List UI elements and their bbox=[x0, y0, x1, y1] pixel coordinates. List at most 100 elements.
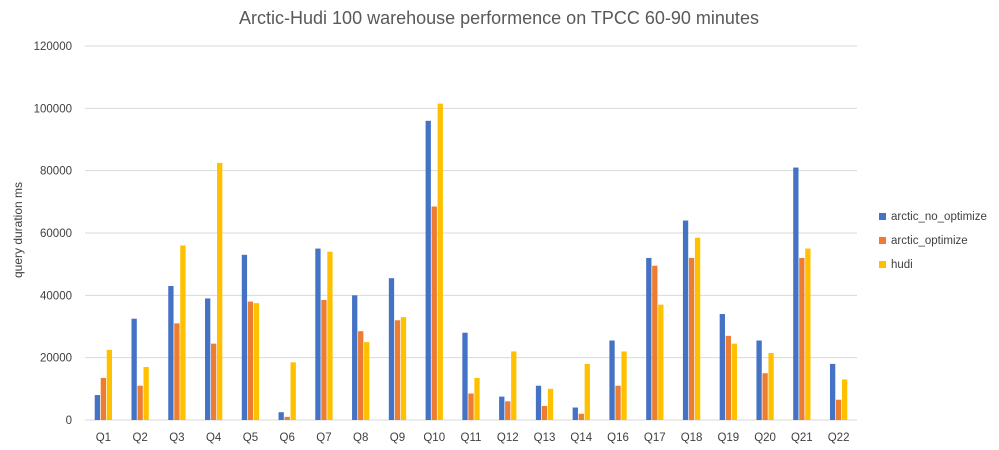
bar-hudi-Q6 bbox=[290, 362, 296, 420]
bar-hudi-Q17 bbox=[658, 304, 664, 420]
bar-arctic_optimize-Q3 bbox=[174, 323, 180, 420]
x-tick-labels: Q1 Q2 Q3 Q4 Q5 Q6 Q7 Q8 Q9 Q10 Q11 Q12 Q13 Q14 Q16 Q17 Q… bbox=[96, 432, 850, 444]
bar-arctic_no_optimize-Q9 bbox=[388, 278, 395, 420]
bar-arctic_optimize-Q20 bbox=[762, 373, 768, 420]
bar-hudi-Q21 bbox=[805, 248, 811, 420]
bar-arctic_optimize-Q2 bbox=[137, 385, 143, 420]
bar-hudi-Q8 bbox=[364, 342, 370, 420]
chart-title: Arctic-Hudi 100 warehouse performence on… bbox=[239, 8, 759, 28]
bar-arctic_no_optimize-Q17 bbox=[646, 257, 652, 420]
bar-arctic_optimize-Q14 bbox=[578, 413, 584, 420]
x-tick-label: Q10 bbox=[423, 432, 445, 444]
bar-arctic_no_optimize-Q18 bbox=[682, 220, 689, 420]
legend-swatch-arctic_optimize bbox=[879, 237, 886, 244]
bar-arctic_no_optimize-Q16 bbox=[609, 340, 615, 420]
legend-label: arctic_no_optimize bbox=[891, 211, 987, 223]
bar-hudi-Q7 bbox=[327, 251, 333, 420]
x-tick-label: Q4 bbox=[206, 432, 222, 444]
bar-arctic_optimize-Q4 bbox=[211, 343, 217, 420]
bar-arctic_no_optimize-Q14 bbox=[572, 407, 578, 420]
y-tick-label: 40000 bbox=[40, 290, 72, 302]
bar-hudi-Q9 bbox=[400, 317, 407, 420]
bar-hudi-Q22 bbox=[841, 379, 848, 420]
bar-arctic_no_optimize-Q8 bbox=[352, 295, 358, 420]
bar-arctic_optimize-Q21 bbox=[799, 257, 805, 420]
bar-arctic_optimize-Q9 bbox=[394, 320, 401, 420]
bar-arctic_optimize-Q17 bbox=[652, 265, 658, 420]
bar-arctic_no_optimize-Q6 bbox=[278, 412, 284, 420]
bar-hudi-Q20 bbox=[768, 352, 774, 420]
gridlines bbox=[85, 45, 857, 421]
x-tick-label: Q5 bbox=[243, 432, 258, 444]
y-tick-label: 120000 bbox=[34, 41, 72, 53]
legend-label: hudi bbox=[891, 259, 913, 271]
bar-arctic_optimize-Q7 bbox=[321, 300, 327, 420]
bar-arctic_no_optimize-Q13 bbox=[535, 385, 542, 420]
x-tick-label: Q6 bbox=[280, 432, 295, 444]
bar-hudi-Q13 bbox=[547, 388, 554, 420]
bar-hudi-Q2 bbox=[143, 367, 149, 420]
bar-arctic_no_optimize-Q4 bbox=[205, 298, 211, 420]
x-tick-label: Q16 bbox=[607, 432, 629, 444]
bar-hudi-Q19 bbox=[731, 343, 737, 420]
bar-arctic_no_optimize-Q22 bbox=[829, 363, 836, 420]
bar-arctic_optimize-Q18 bbox=[688, 257, 695, 420]
bar-arctic_optimize-Q19 bbox=[725, 335, 731, 420]
bar-hudi-Q5 bbox=[253, 303, 260, 421]
y-tick-label: 80000 bbox=[40, 166, 72, 178]
x-tick-label: Q21 bbox=[791, 432, 813, 444]
bar-hudi-Q11 bbox=[474, 377, 480, 420]
bar-arctic_no_optimize-Q3 bbox=[168, 285, 174, 420]
bar-hudi-Q14 bbox=[584, 363, 590, 420]
bar-arctic_no_optimize-Q1 bbox=[94, 395, 101, 420]
x-tick-label: Q13 bbox=[534, 432, 556, 444]
y-tick-label: 60000 bbox=[40, 228, 72, 240]
y-tick-labels: 0 20000 40000 60000 80000 100000 120000 bbox=[34, 41, 72, 427]
x-tick-label: Q20 bbox=[754, 432, 776, 444]
x-tick-label: Q1 bbox=[96, 432, 111, 444]
bar-arctic_no_optimize-Q12 bbox=[499, 396, 505, 421]
bar-hudi-Q18 bbox=[694, 237, 701, 420]
bar-arctic_optimize-Q13 bbox=[541, 405, 548, 420]
bar-hudi-Q10 bbox=[437, 103, 443, 420]
bar-arctic_optimize-Q8 bbox=[358, 331, 364, 420]
bar-arctic_no_optimize-Q7 bbox=[315, 248, 321, 420]
x-tick-label: Q22 bbox=[828, 432, 850, 444]
bar-arctic_no_optimize-Q2 bbox=[131, 318, 137, 420]
y-axis-label: query duration ms bbox=[11, 182, 25, 278]
bar-hudi-Q1 bbox=[106, 349, 113, 421]
y-tick-label: 0 bbox=[66, 415, 72, 427]
legend-swatch-arctic_no_optimize bbox=[879, 213, 886, 220]
x-tick-label: Q17 bbox=[644, 432, 666, 444]
x-tick-label: Q7 bbox=[316, 432, 331, 444]
bar-hudi-Q12 bbox=[511, 351, 517, 420]
x-tick-label: Q19 bbox=[717, 432, 739, 444]
bar-arctic_optimize-Q12 bbox=[505, 401, 511, 420]
bar-arctic_optimize-Q10 bbox=[431, 206, 437, 420]
legend-label: arctic_optimize bbox=[891, 235, 968, 247]
bar-arctic_no_optimize-Q10 bbox=[425, 120, 431, 421]
bar-arctic_optimize-Q6 bbox=[284, 416, 290, 420]
x-tick-label: Q18 bbox=[681, 432, 703, 444]
bar-arctic_optimize-Q1 bbox=[100, 377, 107, 420]
bar-arctic_optimize-Q22 bbox=[835, 399, 842, 420]
x-tick-label: Q9 bbox=[390, 432, 405, 444]
bar-arctic_no_optimize-Q5 bbox=[241, 254, 248, 420]
x-tick-label: Q2 bbox=[132, 432, 147, 444]
x-tick-label: Q14 bbox=[570, 432, 592, 444]
y-tick-label: 20000 bbox=[40, 353, 72, 365]
bar-arctic_no_optimize-Q20 bbox=[756, 340, 762, 420]
bar-hudi-Q3 bbox=[180, 245, 186, 420]
bar-arctic_optimize-Q16 bbox=[615, 385, 621, 420]
bar-arctic_no_optimize-Q19 bbox=[719, 314, 725, 420]
bar-arctic_no_optimize-Q11 bbox=[462, 332, 468, 420]
bar-arctic_no_optimize-Q21 bbox=[793, 167, 799, 420]
bars bbox=[94, 103, 848, 421]
x-tick-label: Q12 bbox=[497, 432, 519, 444]
y-tick-label: 100000 bbox=[34, 103, 72, 115]
legend-swatch-hudi bbox=[879, 261, 886, 268]
x-tick-label: Q11 bbox=[461, 432, 482, 444]
bar-arctic_optimize-Q5 bbox=[247, 301, 254, 420]
